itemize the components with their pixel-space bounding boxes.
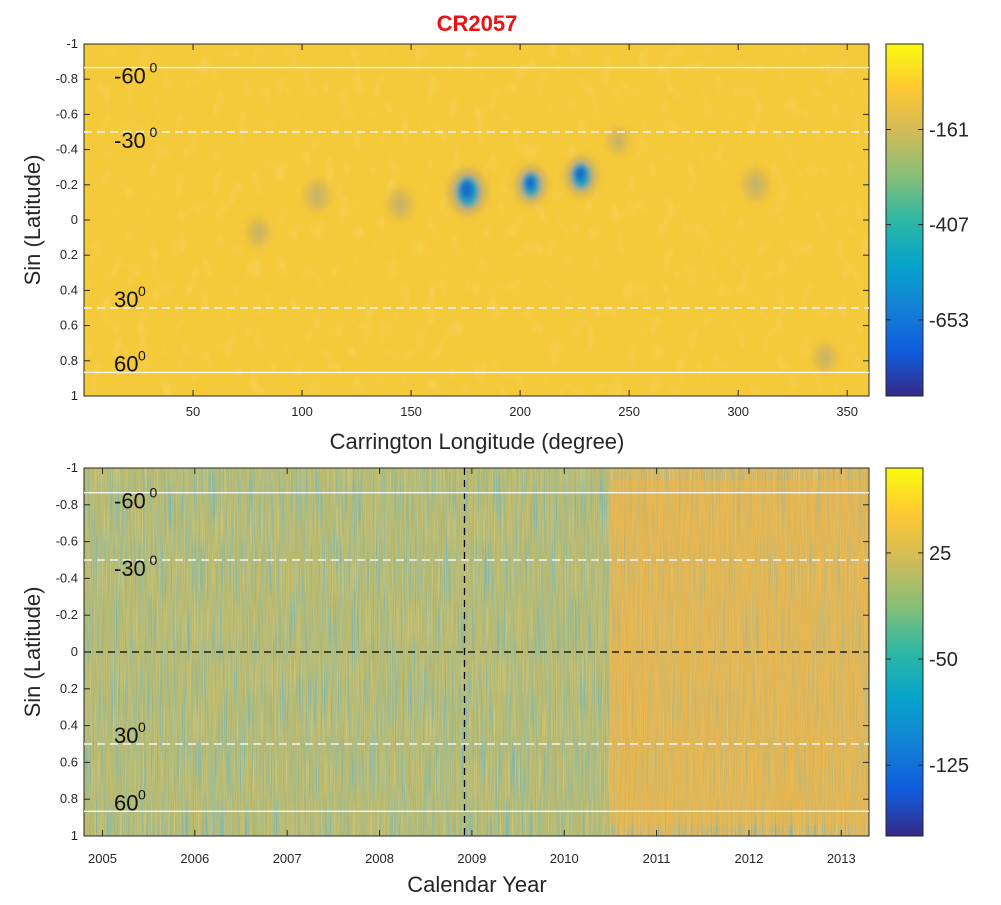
bottom-heatmap — [84, 468, 869, 836]
top-feature-core — [614, 133, 622, 148]
bottom-x-tick-label: 2006 — [180, 851, 209, 866]
bottom-x-tick-label: 2009 — [457, 851, 486, 866]
top-feature-core — [821, 350, 830, 365]
top-heatmap-texture — [84, 44, 869, 396]
bottom-y-tick-label: -1 — [66, 460, 78, 475]
top-y-axis-label: Sin (Latitude) — [20, 155, 45, 286]
top-y-tick-label: 0.2 — [60, 247, 78, 262]
bottom-colorbar-tick-label: 25 — [929, 543, 951, 565]
bottom-latitude-label: 60 — [114, 790, 138, 815]
bottom-x-tick-label: 2012 — [734, 851, 763, 866]
bottom-colorbar — [885, 467, 924, 837]
bottom-y-tick-label: 0.6 — [60, 754, 78, 769]
top-y-tick-label: -0.4 — [56, 142, 78, 157]
top-x-tick-label: 150 — [400, 404, 422, 419]
bottom-y-tick-label: 0.2 — [60, 681, 78, 696]
top-latitude-label: -30 — [114, 128, 146, 153]
bottom-x-tick-label: 2010 — [550, 851, 579, 866]
bottom-latitude-label: -60 — [114, 489, 146, 514]
bottom-y-tick-label: -0.4 — [56, 570, 78, 585]
top-x-tick-label: 250 — [618, 404, 640, 419]
bottom-x-tick-label: 2011 — [643, 851, 671, 866]
top-y-tick-label: 0.4 — [60, 282, 78, 297]
top-y-tick-label: 0.6 — [60, 318, 78, 333]
bottom-x-axis-label: Calendar Year — [407, 872, 546, 897]
bottom-latitude-label: -30 — [114, 556, 146, 581]
top-x-axis-label: Carrington Longitude (degree) — [330, 429, 625, 454]
bottom-latitude-label-degree: 0 — [138, 719, 146, 735]
bottom-y-axis-label: Sin (Latitude) — [20, 587, 45, 718]
top-y-tick-label: 0.8 — [60, 353, 78, 368]
top-x-tick-label: 50 — [186, 404, 200, 419]
top-colorbar — [885, 43, 924, 397]
top-y-tick-label: 0 — [71, 212, 78, 227]
top-feature-core — [395, 196, 405, 213]
bottom-x-tick-label: 2005 — [88, 851, 117, 866]
top-colorbar-tick-label: -407 — [929, 215, 969, 237]
top-latitude-label-degree: 0 — [150, 124, 158, 140]
top-chart-title: CR2057 — [437, 11, 518, 36]
bottom-y-tick-label: -0.6 — [56, 534, 78, 549]
top-feature-core — [254, 225, 263, 240]
top-x-tick-label: 200 — [509, 404, 531, 419]
top-latitude-label-degree: 0 — [150, 60, 158, 76]
top-latitude-label-degree: 0 — [138, 347, 146, 363]
top-y-tick-label: 1 — [71, 388, 78, 403]
bottom-x-tick-label: 2013 — [827, 851, 856, 866]
top-feature-center — [574, 166, 586, 182]
bottom-chart: -60 0-30 030 060 0 2005 2006 2007 2008 2009 2010 2… — [20, 460, 969, 897]
bottom-y-tick-label: 0 — [71, 644, 78, 659]
top-x-tick-label: 300 — [727, 404, 749, 419]
top-heatmap — [84, 44, 869, 396]
bottom-latitude-label: 30 — [114, 723, 138, 748]
bottom-x-tick-label: 2008 — [365, 851, 394, 866]
bottom-y-tick-label: -0.2 — [56, 607, 78, 622]
top-feature-core — [750, 176, 761, 194]
top-feature-center — [460, 180, 474, 199]
top-x-tick-label: 100 — [291, 404, 313, 419]
top-feature-core — [312, 187, 322, 204]
top-x-tick-label: 350 — [836, 404, 858, 419]
top-feature-center — [524, 175, 536, 191]
bottom-latitude-label-degree: 0 — [138, 786, 146, 802]
top-y-tick-label: -0.2 — [56, 177, 78, 192]
top-y-tick-label: -0.8 — [56, 71, 78, 86]
top-latitude-label-degree: 0 — [138, 283, 146, 299]
top-latitude-label: 30 — [114, 287, 138, 312]
top-chart: CR2057 -60 0-30 030 060 0 50 100 150 200 250 300 3… — [20, 11, 969, 454]
bottom-y-tick-label: 0.8 — [60, 791, 78, 806]
top-colorbar-tick-label: -161 — [929, 119, 969, 141]
top-y-tick-label: -0.6 — [56, 106, 78, 121]
bottom-y-tick-label: 0.4 — [60, 718, 78, 733]
top-latitude-label: -60 — [114, 64, 146, 89]
bottom-y-tick-label: -0.8 — [56, 497, 78, 512]
bottom-latitude-label-degree: 0 — [150, 552, 158, 568]
bottom-latitude-label-degree: 0 — [150, 485, 158, 501]
bottom-colorbar-tick-label: -125 — [929, 755, 969, 777]
bottom-x-tick-label: 2007 — [273, 851, 302, 866]
top-colorbar-tick-label: -653 — [929, 310, 969, 332]
bottom-colorbar-tick-label: -50 — [929, 649, 958, 671]
top-y-tick-label: -1 — [66, 36, 78, 51]
top-latitude-label: 60 — [114, 351, 138, 376]
bottom-y-tick-label: 1 — [71, 828, 78, 843]
